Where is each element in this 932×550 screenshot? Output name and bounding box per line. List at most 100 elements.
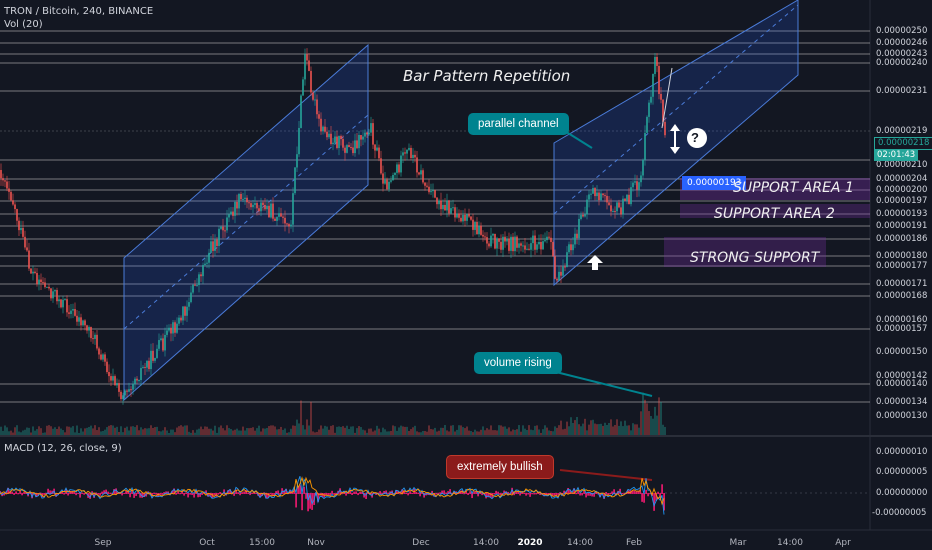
volume-bar: [646, 403, 648, 435]
volume-bar: [288, 432, 290, 435]
macd-histogram-bar: [31, 493, 33, 499]
macd-histogram-bar: [381, 492, 383, 494]
candle-body: [288, 224, 290, 227]
up-arrow-icon: [587, 255, 603, 270]
price-axis-area[interactable]: [870, 0, 932, 550]
candle-body: [218, 228, 220, 246]
candle-body: [380, 158, 382, 174]
candle-body: [372, 123, 374, 145]
candle-body: [632, 182, 634, 188]
candle-body: [466, 213, 468, 221]
volume-bar: [370, 428, 372, 435]
macd-histogram-bar: [213, 493, 215, 496]
candle-body: [284, 217, 286, 224]
volume-bar: [142, 429, 144, 435]
candle-body: [660, 93, 662, 100]
macd-histogram-bar: [249, 493, 251, 496]
candle-body: [580, 214, 582, 219]
volume-bar: [424, 431, 426, 435]
candle-body: [320, 118, 322, 132]
macd-histogram-bar: [663, 493, 665, 511]
volume-bar: [358, 426, 360, 435]
macd-histogram-bar: [109, 492, 111, 494]
macd-histogram-bar: [267, 493, 269, 498]
volume-bar: [494, 430, 496, 435]
macd-histogram-bar: [531, 493, 533, 495]
macd-histogram-bar: [77, 492, 79, 494]
volume-bar: [102, 430, 104, 435]
macd-histogram-bar: [407, 493, 409, 496]
candle-body: [118, 383, 120, 392]
volume-bar: [410, 429, 412, 435]
candle-body: [608, 202, 610, 206]
macd-histogram-bar: [97, 493, 99, 495]
extremely-bullish-callout[interactable]: extremely bullish: [446, 455, 554, 479]
macd-histogram-bar: [529, 493, 531, 497]
macd-histogram-bar: [421, 491, 423, 494]
macd-histogram-bar: [47, 488, 49, 494]
macd-histogram-bar: [247, 492, 249, 494]
support-area-2-zone[interactable]: [680, 204, 870, 218]
candle-body: [400, 155, 402, 173]
macd-histogram-bar: [477, 493, 479, 497]
macd-histogram-bar: [659, 493, 661, 498]
candle-body: [272, 203, 274, 219]
candle-body: [334, 136, 336, 143]
candle-body: [168, 327, 170, 331]
volume-bar: [660, 401, 662, 435]
strong-support-zone[interactable]: [664, 237, 826, 267]
support-area-1-label[interactable]: SUPPORT AREA 1: [733, 180, 854, 196]
candle-body: [226, 217, 228, 231]
volume-rising-callout[interactable]: volume rising: [474, 352, 562, 374]
support-price-tag[interactable]: 0.00000193: [682, 176, 747, 190]
macd-histogram-bar: [45, 492, 47, 494]
candle-body: [544, 240, 546, 242]
macd-histogram-bar: [61, 491, 63, 494]
support-area-2-label[interactable]: SUPPORT AREA 2: [714, 206, 835, 222]
macd-histogram-bar: [605, 492, 607, 494]
parallel-channel-callout[interactable]: parallel channel: [468, 113, 569, 135]
volume-bar: [624, 420, 626, 435]
candle-body: [194, 284, 196, 286]
candle-body: [370, 123, 372, 133]
candle-body: [68, 312, 70, 314]
volume-bar: [204, 426, 206, 435]
volume-bar: [346, 425, 348, 435]
chart-title-annotation[interactable]: Bar Pattern Repetition: [403, 67, 571, 85]
strong-support-label[interactable]: STRONG SUPPORT: [690, 250, 820, 266]
volume-bar: [164, 427, 166, 435]
price-axis-label: 0.00000171: [876, 279, 928, 289]
volume-bar: [594, 423, 596, 435]
volume-bar: [548, 430, 550, 435]
macd-histogram-bar: [127, 491, 129, 494]
volume-bar: [500, 425, 502, 435]
candle-body: [192, 284, 194, 293]
volume-bar: [458, 425, 460, 435]
candle-body: [120, 391, 122, 400]
macd-histogram-bar: [317, 493, 319, 502]
macd-legend[interactable]: MACD (12, 26, close, 9): [4, 443, 122, 454]
macd-histogram-bar: [471, 493, 473, 499]
symbol-title[interactable]: TRON / Bitcoin, 240, BINANCE: [4, 6, 154, 17]
time-axis-label: Apr: [835, 538, 851, 548]
candle-body: [348, 145, 350, 148]
volume-legend[interactable]: Vol (20): [4, 19, 43, 30]
candle-body: [18, 220, 20, 231]
volume-bar: [582, 423, 584, 435]
volume-bar: [200, 426, 202, 435]
candle-body: [234, 201, 236, 216]
price-axis-label: 0.00000186: [876, 234, 928, 244]
candle-body: [386, 179, 388, 190]
candle-body: [50, 288, 52, 299]
macd-histogram-bar: [125, 490, 127, 494]
volume-bar: [402, 426, 404, 435]
volume-bar: [136, 425, 138, 435]
price-pane[interactable]: [0, 0, 870, 435]
macd-histogram-bar: [173, 488, 175, 494]
volume-bar: [610, 419, 612, 435]
candle-body: [614, 211, 616, 213]
candle-body: [176, 323, 178, 333]
macd-histogram-bar: [185, 492, 187, 494]
candle-body: [304, 54, 306, 80]
